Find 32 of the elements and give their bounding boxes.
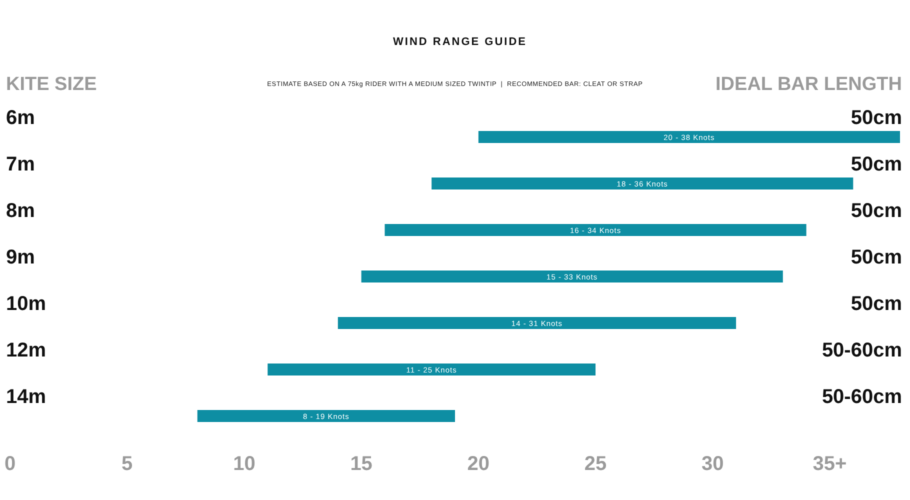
bar	[478, 131, 900, 143]
bar	[361, 270, 783, 282]
x-tick-label: 15	[350, 453, 372, 475]
annotation: 50cm	[850, 293, 902, 315]
x-tick-label: 10	[233, 453, 256, 475]
bar	[384, 224, 806, 236]
bar	[268, 364, 596, 376]
x-tick-label: 35+	[812, 453, 847, 475]
y2-axis-title: IDEAL BAR LENGTH	[716, 74, 902, 95]
y-tick-label: 12m	[6, 340, 46, 362]
annotation: 50cm	[850, 246, 902, 268]
annotation: 50cm	[850, 154, 902, 176]
x-tick-label: 30	[702, 453, 724, 475]
x-tick-label: 25	[584, 453, 607, 475]
chart-title: WIND RANGE GUIDE	[393, 36, 527, 48]
annotation: 50-60cm	[822, 340, 902, 362]
y-tick-label: 6m	[6, 107, 35, 129]
y-tick-label: 10m	[6, 293, 46, 315]
y-tick-label: 9m	[6, 246, 35, 268]
bar	[197, 410, 455, 422]
y-tick-label: 14m	[6, 386, 46, 408]
bar	[432, 178, 854, 190]
annotation: 50cm	[850, 107, 902, 129]
annotation: 50-60cm	[822, 386, 902, 408]
bar	[338, 317, 736, 329]
y-axis-title: KITE SIZE	[6, 74, 97, 95]
y-tick-label: 7m	[6, 154, 35, 176]
x-tick-label: 20	[467, 453, 490, 475]
y-tick-label: 8m	[6, 200, 35, 222]
x-tick-label: 5	[122, 453, 133, 475]
annotation: 50cm	[850, 200, 902, 222]
x-tick-label: 0	[4, 453, 16, 475]
